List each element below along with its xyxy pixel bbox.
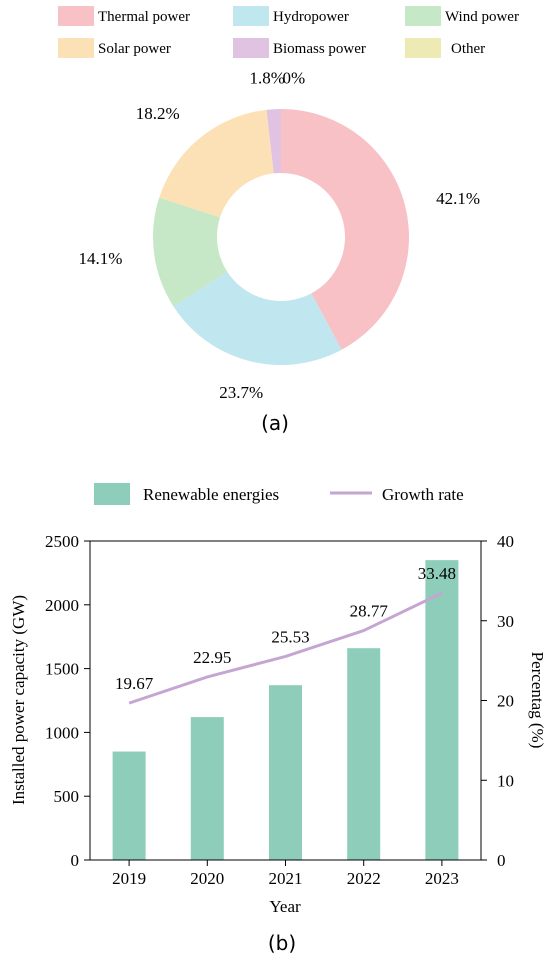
bar [347,648,381,860]
y2-tick-label: 20 [497,692,514,711]
growth-polyline [128,591,443,705]
line-data-label: 25.53 [271,627,309,646]
bar [269,685,302,860]
donut-data-label: 14.1% [78,249,122,268]
y-axis-title: Installed power capacity (GW) [9,595,28,805]
legend-label: Solar power [98,41,171,57]
donut-data-label: 42.1% [436,189,480,208]
bar [112,751,146,860]
y2-axis-title: Percentag (%) [528,652,547,749]
x-tick-label: 2020 [190,869,224,888]
line-data-label: 28.77 [350,602,389,621]
caption-a: (a) [261,411,289,435]
x-axis-title: Year [269,897,301,916]
donut-data-label: 1.8% [249,69,284,88]
donut-slice [152,197,228,307]
y-tick-label: 2500 [45,532,79,551]
legend-swatch [233,6,269,26]
caption-b: (b) [268,931,296,955]
donut-labels: 42.1% 23.7% 14.1% 18.2% 1.8%0% [78,69,480,402]
legend-swatch [405,38,441,58]
x-tick-label: 2023 [425,869,459,888]
x-tick-label: 2022 [347,869,381,888]
legend-swatch [58,38,94,58]
bar [425,560,459,860]
donut-slice [266,109,281,174]
line-data-label: 33.48 [418,564,456,583]
legend-swatch [94,483,130,505]
y-tick-label: 1000 [45,723,79,742]
legend-label: Growth rate [382,485,464,504]
combo-legend: Renewable energies Growth rate [94,483,464,505]
axes: 0 500 1000 1500 2000 2500 0 10 20 30 40 2019 2020 202… [45,532,514,888]
y2-tick-label: 40 [497,532,514,551]
growth-line: 19.67 22.95 25.53 28.77 33.48 [115,564,456,705]
y-tick-label: 2000 [45,596,79,615]
legend-label: Renewable energies [143,485,279,504]
legend-label: Other [451,41,485,57]
x-tick-label: 2019 [112,869,146,888]
line-data-label: 22.95 [193,648,231,667]
y-tick-label: 1500 [45,660,79,679]
y-tick-label: 500 [54,787,80,806]
line-data-label: 19.67 [115,674,154,693]
donut-slice [173,271,342,365]
y-tick-label: 0 [71,851,80,870]
bar [190,717,224,860]
donut-data-label: 23.7% [219,383,263,402]
legend-swatch [58,6,94,26]
legend-label: Hydropower [273,9,349,25]
legend-label: Wind power [445,9,519,25]
legend-swatch [405,6,441,26]
y2-tick-label: 10 [497,771,514,790]
donut-slice [281,109,409,350]
legend-label: Biomass power [273,41,366,57]
donut-data-label: 0% [282,69,305,88]
y2-tick-label: 30 [497,612,514,631]
donut-slice [159,109,274,218]
donut-legend: Thermal power Hydropower Wind power Solar p… [58,6,519,58]
donut-chart [152,109,409,365]
donut-data-label: 18.2% [136,104,180,123]
legend-label: Thermal power [98,9,190,25]
x-tick-label: 2021 [269,869,303,888]
y2-tick-label: 0 [497,851,506,870]
legend-swatch [233,38,269,58]
bars [112,560,459,860]
